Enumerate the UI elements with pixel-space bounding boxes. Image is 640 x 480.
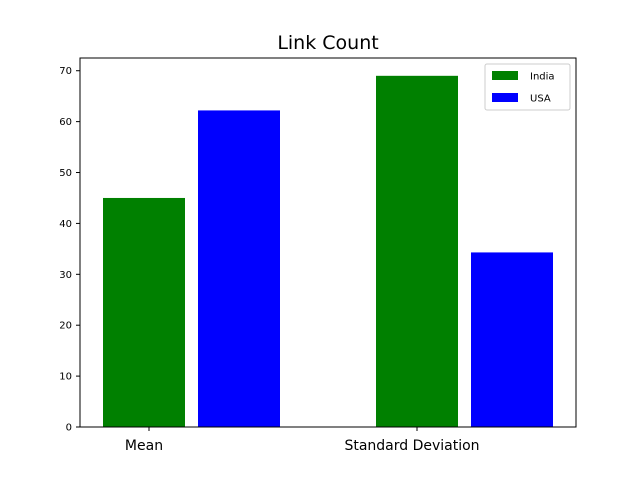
bar-india-mean [103,197,185,427]
legend-swatch-usa [492,93,518,102]
y-tick-label: 40 [59,219,72,230]
x-category-label: Standard Deviation [344,438,479,454]
legend-label-usa: USA [530,94,551,105]
y-tick-label: 20 [59,321,72,332]
y-tick-label: 50 [59,168,72,179]
legend: India USA [484,63,571,111]
legend-swatch-india [492,71,518,80]
bar-usa-mean [198,110,280,427]
plot-frame [79,57,577,428]
y-tick-label: 60 [59,117,72,128]
y-tick-label: 30 [59,270,72,281]
bar-india-standard-deviation [376,75,458,428]
y-tick-label: 10 [59,372,72,383]
x-axis: Mean Standard Deviation [125,427,480,454]
chart-title: Link Count [277,32,378,54]
y-axis: 0 10 20 30 40 50 60 70 [59,66,80,434]
bar-usa-standard-deviation [471,252,553,427]
x-category-label: Mean [125,438,163,454]
y-tick-label: 70 [59,66,72,77]
legend-box [484,63,571,111]
legend-label-india: India [530,72,555,83]
bars-group [103,75,553,428]
y-tick-label: 0 [66,423,72,434]
